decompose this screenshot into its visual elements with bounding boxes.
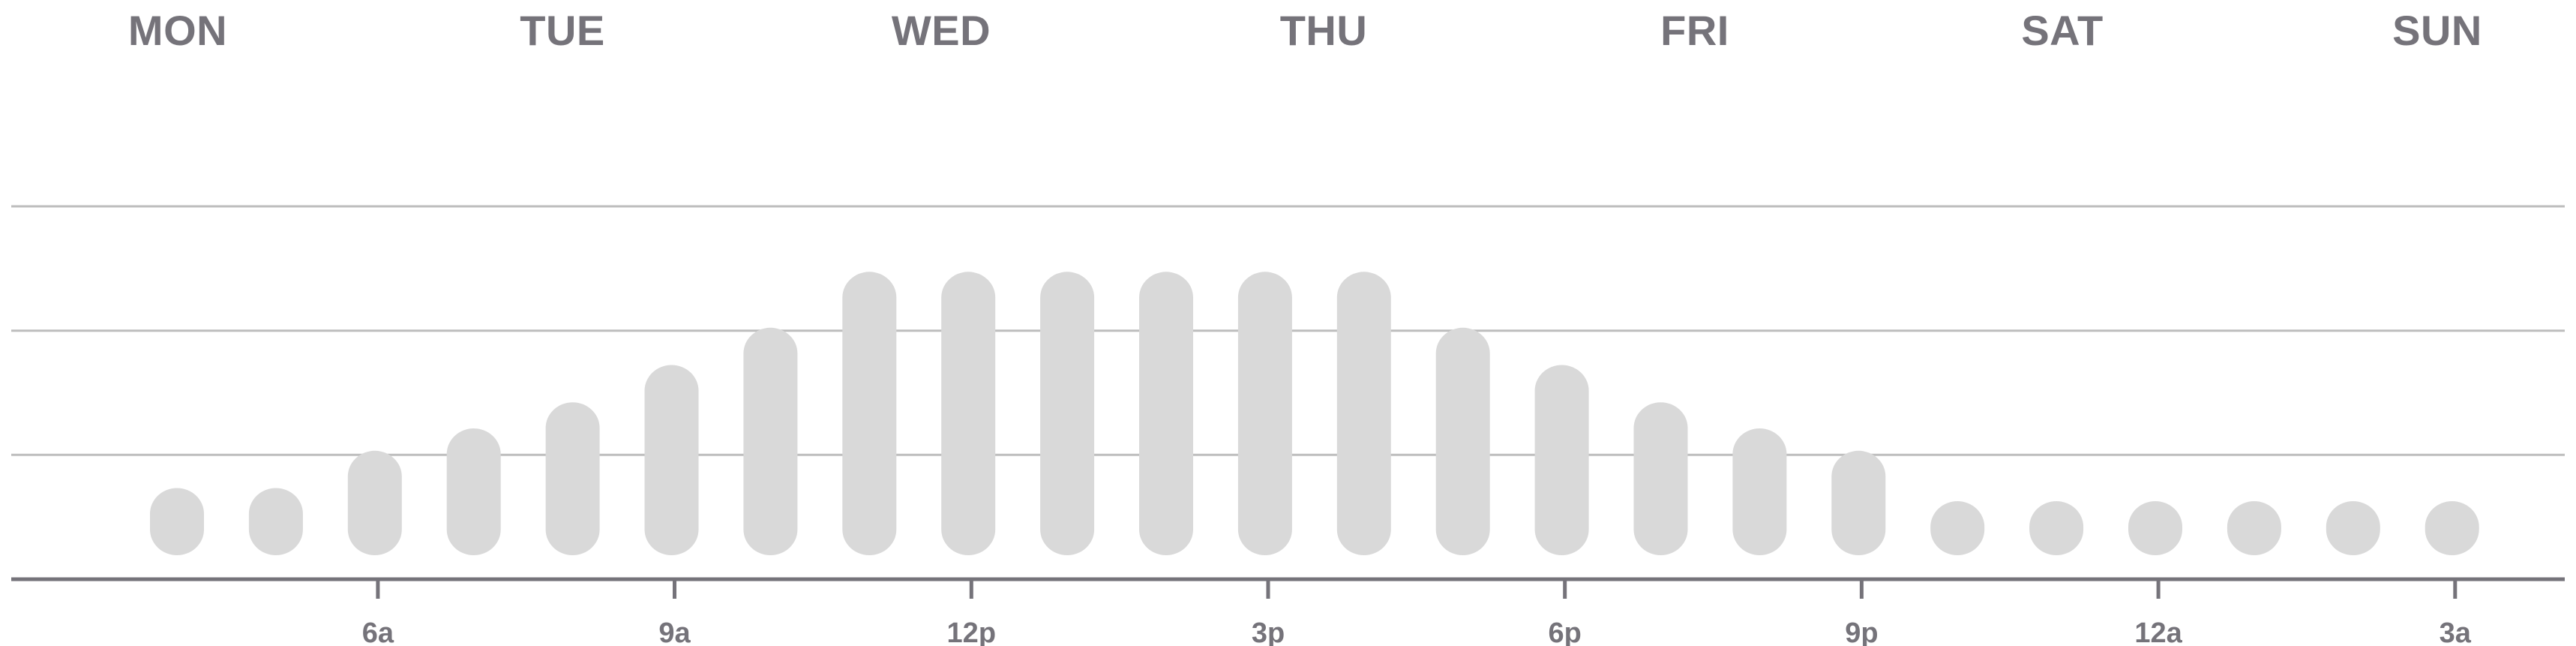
bar-12a[interactable]: [2128, 501, 2182, 555]
day-tab-sat[interactable]: SAT: [2021, 6, 2104, 54]
day-tab-mon[interactable]: MON: [127, 6, 228, 54]
x-tick-label: 12a: [2134, 617, 2182, 646]
bar-5p[interactable]: [1435, 327, 1490, 555]
bar-12p[interactable]: [941, 272, 996, 555]
bar-1p[interactable]: [1040, 272, 1095, 555]
x-tick-label: 6a: [362, 617, 394, 646]
day-tab-fri[interactable]: FRI: [1660, 6, 1729, 54]
x-tick-label: 3a: [2440, 617, 2472, 646]
bar-2p[interactable]: [1139, 272, 1193, 555]
x-tick-label: 3p: [1252, 617, 1285, 646]
bar-9a[interactable]: [644, 365, 699, 556]
bar-7p[interactable]: [1633, 402, 1688, 555]
bar-6a[interactable]: [347, 450, 402, 555]
bar-4p[interactable]: [1336, 272, 1391, 555]
x-tick-label: 12p: [947, 617, 996, 646]
x-tick-label: 9p: [1845, 617, 1878, 646]
x-tick-label: 6p: [1549, 617, 1582, 646]
bar-10a[interactable]: [743, 327, 798, 555]
bar-8p[interactable]: [1732, 428, 1787, 555]
bar-1a[interactable]: [2227, 501, 2281, 555]
day-tab-sun[interactable]: SUN: [2392, 6, 2482, 54]
bar-6p[interactable]: [1534, 365, 1589, 556]
bar-2a[interactable]: [2326, 501, 2380, 555]
bar-11a[interactable]: [842, 272, 897, 555]
bar-11p[interactable]: [2029, 501, 2084, 555]
x-tick-label: 9a: [658, 617, 691, 646]
bar-3a[interactable]: [2425, 501, 2479, 555]
day-tab-wed[interactable]: WED: [891, 6, 991, 54]
bar-3p[interactable]: [1237, 272, 1292, 555]
bar-4a[interactable]: [150, 488, 204, 556]
bar-9p[interactable]: [1831, 450, 1886, 555]
day-tab-thu[interactable]: THU: [1279, 6, 1368, 54]
day-tab-tue[interactable]: TUE: [520, 6, 605, 54]
bar-8a[interactable]: [545, 402, 600, 555]
bar-7a[interactable]: [446, 428, 501, 555]
bar-5a[interactable]: [248, 488, 303, 556]
bar-10p[interactable]: [1930, 501, 1985, 555]
